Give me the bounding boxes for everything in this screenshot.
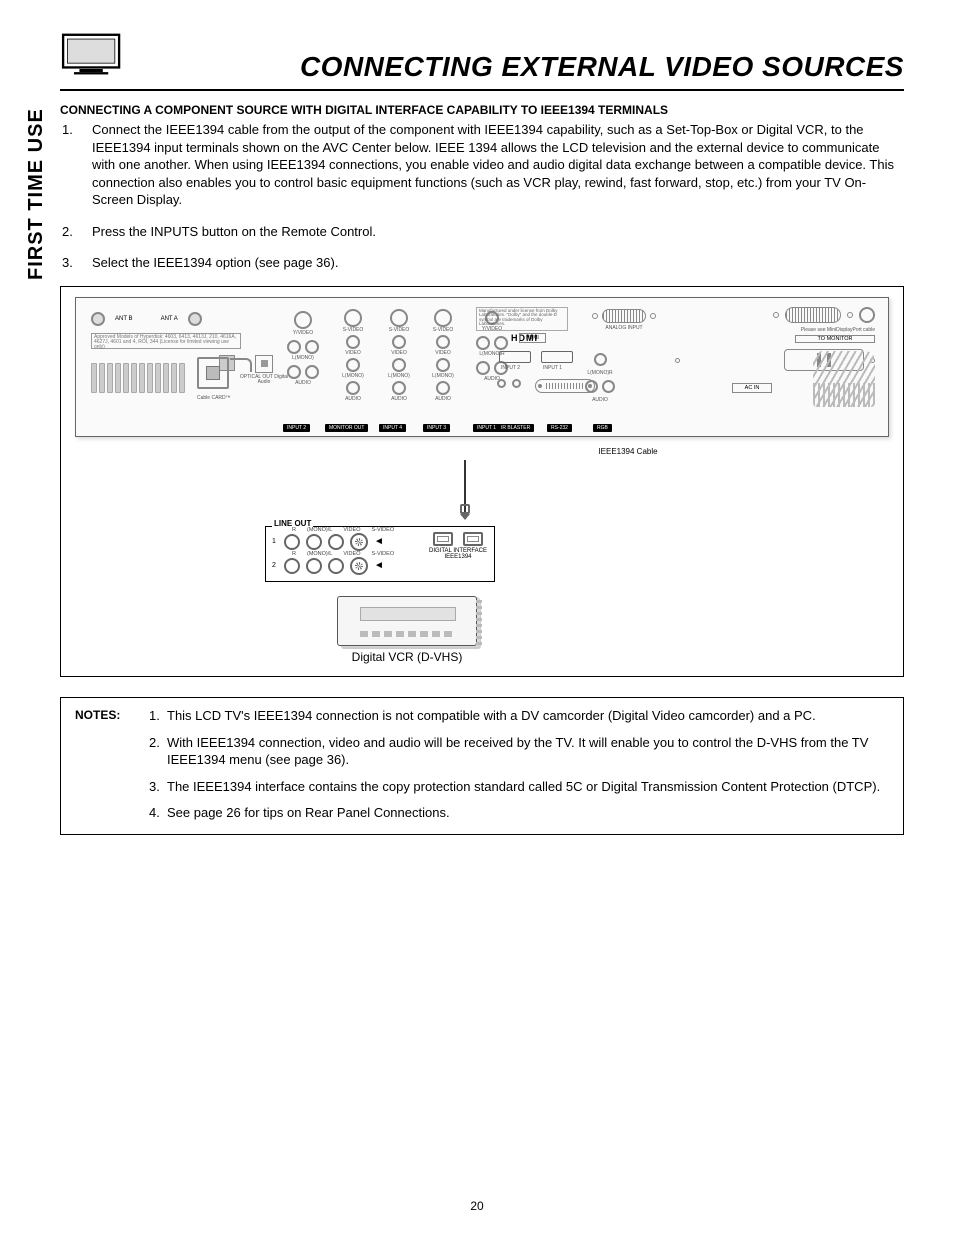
ir-blaster-label: IR BLASTER [497, 424, 534, 432]
step-item: 3. Select the IEEE1394 option (see page … [62, 254, 904, 272]
note-number: 4. [149, 805, 167, 822]
note-item: 1. This LCD TV's IEEE1394 connection is … [149, 708, 889, 725]
step-text: Connect the IEEE1394 cable from the outp… [92, 121, 904, 209]
note-text: This LCD TV's IEEE1394 connection is not… [167, 708, 889, 725]
audio-label: AUDIO [281, 381, 325, 386]
to-monitor-label: TO MONITOR [795, 335, 875, 343]
audio-label: AUDIO [377, 397, 421, 402]
tv-icon [60, 30, 130, 83]
vcr-caption: Digital VCR (D-VHS) [277, 650, 537, 664]
ant-b-label: ANT B [115, 316, 133, 322]
page-title: CONNECTING EXTERNAL VIDEO SOURCES [300, 51, 904, 83]
lo-label-video: VIDEO [343, 527, 360, 533]
ieee1394-label: IEEE1394 [415, 554, 501, 561]
approved-models-text: Approved Models of Hyperdisk: 4603, 6413… [91, 333, 241, 349]
step-text: Select the IEEE1394 option (see page 36)… [92, 254, 904, 272]
lo-label-monol: (MONO)/L [307, 551, 332, 557]
cable-card-label: Cable CARD™ [197, 395, 231, 401]
digital-interface-label: DIGITAL INTERFACE [415, 548, 501, 555]
hdmi-input2-label: INPUT 2 [501, 365, 520, 371]
video-label: VIDEO [331, 351, 375, 356]
sidebar-section-label: FIRST TIME USE [25, 108, 48, 280]
lo-label-monol: (MONO)/L [307, 527, 332, 533]
lineout-row2-num: 2 [270, 562, 278, 569]
monitor-out-label: MONITOR OUT [325, 424, 368, 432]
dolby-text: Manufactured under license from Dolby La… [476, 307, 568, 331]
note-number: 1. [149, 708, 167, 725]
video-label: VIDEO [421, 351, 465, 356]
svideo-label: S-VIDEO [421, 328, 465, 333]
ant-a-label: ANT A [161, 316, 178, 322]
cable-label: IEEE1394 Cable [367, 447, 889, 456]
notes-box: NOTES: 1. This LCD TV's IEEE1394 connect… [60, 697, 904, 835]
audio-label: AUDIO [592, 397, 608, 403]
step-item: 1. Connect the IEEE1394 cable from the o… [62, 121, 904, 209]
note-text: With IEEE1394 connection, video and audi… [167, 735, 889, 769]
lo-label-svideo: S-VIDEO [371, 551, 394, 557]
lineout-row1-num: 1 [270, 538, 278, 545]
svideo-label: S-VIDEO [331, 328, 375, 333]
step-number: 1. [62, 121, 92, 209]
note-item: 2. With IEEE1394 connection, video and a… [149, 735, 889, 769]
rear-panel-diagram: ANT B ANT A Approved Models of Hyperdisk:… [75, 297, 889, 437]
note-item: 3. The IEEE1394 interface contains the c… [149, 779, 889, 796]
step-number: 2. [62, 223, 92, 241]
note-text: See page 26 for tips on Rear Panel Conne… [167, 805, 889, 822]
page-number: 20 [0, 1199, 954, 1213]
lmono-label: L(MONO) [331, 374, 375, 379]
video-label: VIDEO [377, 351, 421, 356]
notes-label: NOTES: [75, 708, 131, 822]
hdmi-input1-label: INPUT 1 [543, 365, 562, 371]
note-item: 4. See page 26 for tips on Rear Panel Co… [149, 805, 889, 822]
step-number: 3. [62, 254, 92, 272]
audio-label: AUDIO [421, 397, 465, 402]
ac-in-label: AC IN [732, 383, 773, 393]
title-underline [60, 89, 904, 91]
note-text: The IEEE1394 interface contains the copy… [167, 779, 889, 796]
input4-label: INPUT 4 [379, 424, 406, 432]
cable-icon [464, 460, 466, 512]
vcr-icon [337, 596, 477, 646]
lmonor-label: L(MONO)R [587, 370, 612, 376]
connection-diagram: ANT B ANT A Approved Models of Hyperdisk:… [60, 286, 904, 677]
lo-label-r: R [292, 527, 296, 533]
lmono-label: L(MONO) [377, 374, 421, 379]
hdmi-box-label: HDMI [519, 333, 546, 343]
audio-label: AUDIO [331, 397, 375, 402]
step-item: 2. Press the INPUTS button on the Remote… [62, 223, 904, 241]
lo-label-video: VIDEO [343, 551, 360, 557]
rgb-label: RGB [593, 424, 612, 432]
note-number: 2. [149, 735, 167, 769]
svideo-label: S-VIDEO [377, 328, 421, 333]
step-text: Press the INPUTS button on the Remote Co… [92, 223, 904, 241]
mini-note: Please see MiniDisplayPort cable [675, 327, 875, 333]
analog-input-label: ANALOG INPUT [569, 325, 679, 331]
input3-label: INPUT 3 [423, 424, 450, 432]
lmono-label: L(MONO) [421, 374, 465, 379]
yvideo-label: Y/VIDEO [281, 331, 325, 336]
input2-label: INPUT 2 [283, 424, 310, 432]
lo-label-svideo: S-VIDEO [371, 527, 394, 533]
lo-label-r: R [292, 551, 296, 557]
note-number: 3. [149, 779, 167, 796]
lmono-label: L(MONO) [281, 356, 325, 361]
section-title: CONNECTING A COMPONENT SOURCE WITH DIGIT… [60, 103, 904, 117]
rs232-label: RS-232 [547, 424, 572, 432]
